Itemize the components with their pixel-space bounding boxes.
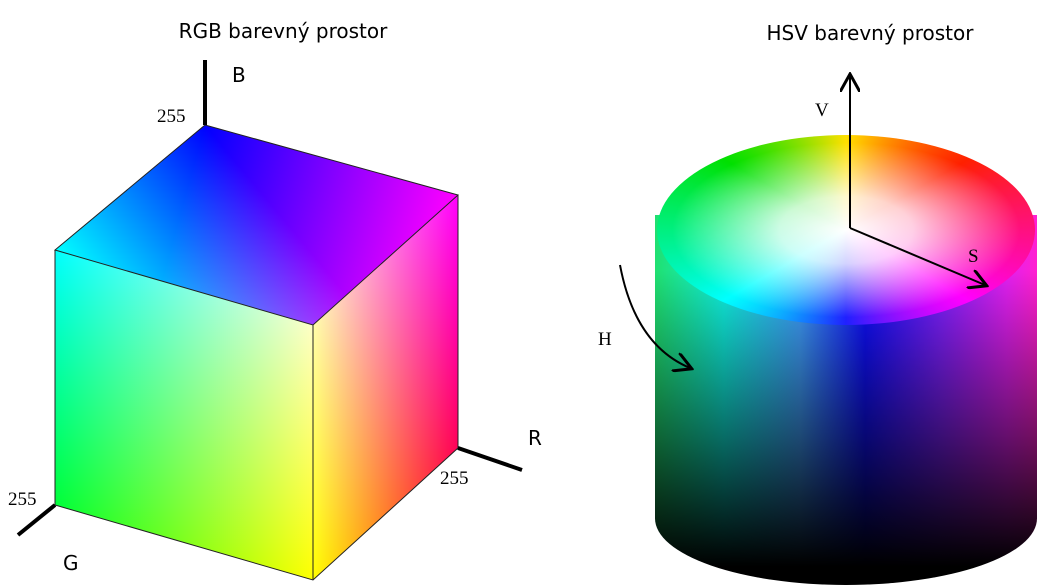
page: RGB barevný prostor B R G 255 255 255 HS… [0,0,1039,585]
axis-label-h: H [598,329,612,350]
hsv-title: HSV barevný prostor [767,21,975,45]
axis-label-b: B [232,63,246,87]
max-label-r: 255 [440,468,469,489]
axis-label-g: G [63,551,79,575]
axis-label-r: R [528,426,542,450]
diagram: RGB barevný prostor B R G 255 255 255 HS… [0,0,1039,585]
hsv-axes [620,76,985,368]
rgb-cube [18,60,522,580]
axis-label-v: V [815,100,829,121]
max-label-g: 255 [8,489,37,510]
rgb-title: RGB barevný prostor [179,19,388,43]
max-label-b: 255 [157,106,186,127]
axis-label-s: S [968,246,979,267]
